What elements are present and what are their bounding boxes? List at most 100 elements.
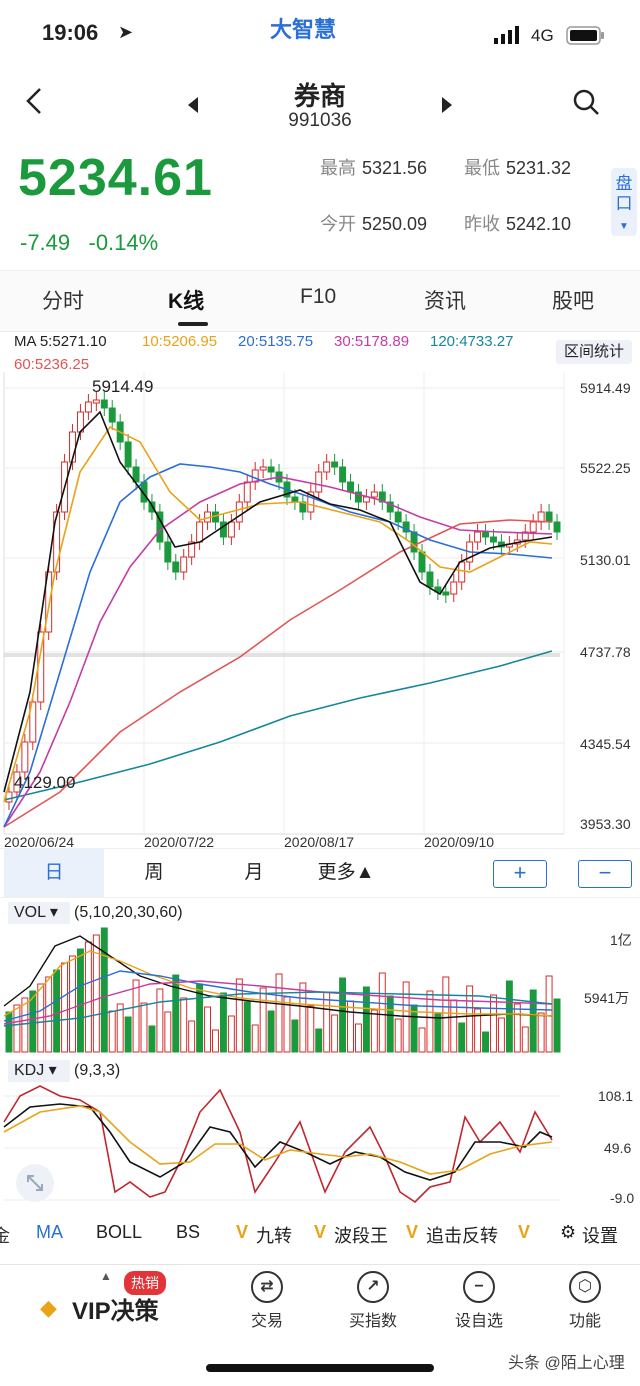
volume-bar — [100, 927, 108, 1053]
kdj-chart[interactable] — [0, 1082, 570, 1212]
volume-bar — [148, 1025, 156, 1053]
kdj-d-line — [3, 1105, 553, 1175]
vol-ma-line-2 — [3, 950, 553, 1017]
tab-fenshi[interactable]: 分时 — [42, 290, 84, 313]
vol-ma-line-1 — [3, 935, 553, 1019]
ma120-legend: 120:4733.27 — [430, 333, 514, 350]
nav-trade-label: 交易 — [250, 1313, 283, 1330]
volume-bar — [513, 1003, 521, 1053]
volume-bar — [490, 994, 497, 1053]
nav-functions-label: 功能 — [568, 1313, 601, 1330]
tab-f10[interactable]: F10 — [300, 285, 337, 308]
minus-circle-icon: − — [463, 1271, 495, 1303]
nav-add-watchlist[interactable]: − 设自选 — [426, 1271, 532, 1331]
zoom-in-button[interactable]: + — [493, 860, 547, 888]
zoom-out-button[interactable]: − — [578, 860, 632, 888]
candle — [100, 399, 108, 409]
candle — [29, 701, 37, 743]
kdj-y-label-1: 108.1 — [598, 1088, 634, 1104]
candle — [490, 536, 497, 543]
volume-bar — [204, 1006, 212, 1053]
prev-stock-icon[interactable] — [186, 96, 200, 119]
nav-buy-index[interactable]: ↗ 买指数 — [320, 1271, 426, 1331]
indicator-jiuzhuan[interactable]: 九转 — [256, 1226, 292, 1246]
tab-bar: 分时 K线 F10 资讯 股吧 — [0, 270, 640, 332]
indicator-boll[interactable]: BOLL — [96, 1222, 143, 1242]
low-stat: 最低 5231.32 — [464, 154, 571, 180]
indicator-bs[interactable]: BS — [176, 1222, 201, 1242]
ma10-legend: 10:5206.95 — [142, 333, 218, 350]
volume-chart[interactable] — [0, 926, 570, 1054]
candle — [529, 521, 537, 533]
candle — [394, 511, 402, 523]
tab-forum[interactable]: 股吧 — [552, 290, 594, 313]
candle — [521, 531, 529, 541]
expand-icon[interactable] — [16, 1164, 54, 1202]
kdj-y-label-3: -9.0 — [610, 1190, 635, 1206]
status-time: 19:06 — [42, 20, 99, 45]
vol-selector[interactable]: VOL ▾ — [8, 902, 70, 924]
tab-news[interactable]: 资讯 — [424, 290, 466, 313]
candle — [354, 491, 362, 503]
indicator-zhuiji[interactable]: 追击反转 — [426, 1226, 498, 1246]
caret-up-icon: ▲ — [100, 1269, 112, 1283]
pankou-button[interactable]: 盘口 ▼ — [611, 168, 637, 236]
kdj-selector[interactable]: KDJ ▾ — [8, 1060, 70, 1082]
volume-bar — [140, 1002, 148, 1053]
search-icon[interactable] — [572, 88, 600, 121]
volume-bar — [347, 1000, 354, 1053]
settings-label[interactable]: 设置 — [582, 1226, 618, 1246]
vol-y-label-1: 1亿 — [610, 932, 632, 948]
hot-badge: 热销 — [124, 1271, 166, 1295]
volume-bar — [212, 1029, 219, 1053]
low-value: 5231.32 — [506, 158, 572, 178]
home-indicator — [206, 1364, 434, 1372]
prev-close-value: 5242.10 — [506, 214, 572, 234]
high-label: 最高 — [320, 158, 356, 178]
period-bar: 日 周 月 更多▲ + − — [0, 848, 640, 898]
tab-kline[interactable]: K线 — [168, 290, 205, 313]
volume-bar — [537, 1012, 545, 1053]
volume-bar — [84, 941, 92, 1053]
candle — [92, 399, 100, 404]
price-band — [4, 653, 560, 657]
stock-code: 991036 — [288, 110, 352, 131]
network-type: 4G — [531, 26, 554, 45]
candle — [347, 481, 354, 493]
indicator-boduanwang[interactable]: 波段王 — [334, 1226, 388, 1246]
gear-icon[interactable]: ⚙ — [560, 1222, 577, 1242]
signal-icon — [494, 26, 522, 49]
volume-bar — [21, 997, 29, 1053]
volume-bar — [458, 1022, 466, 1053]
volume-bar — [267, 1010, 275, 1053]
volume-bar — [69, 955, 76, 1053]
candle — [219, 521, 227, 538]
period-month[interactable]: 月 — [244, 862, 264, 883]
candle — [482, 531, 490, 538]
indicator-ma[interactable]: MA — [36, 1222, 63, 1242]
next-stock-icon[interactable] — [440, 96, 454, 119]
vip-v-icon: V — [406, 1222, 419, 1242]
indicator-gold[interactable]: 金 — [0, 1226, 10, 1246]
y-label-6: 3953.30 — [580, 816, 631, 832]
nav-trade[interactable]: ⇄ 交易 — [214, 1271, 320, 1331]
cube-icon: ⬡ — [569, 1271, 601, 1303]
ma120-line — [3, 650, 553, 801]
volume-bar — [331, 1014, 339, 1053]
volume-bar — [466, 985, 474, 1053]
range-stats-button[interactable]: 区间统计 — [556, 340, 632, 364]
open-value: 5250.09 — [362, 214, 428, 234]
vip-decision-button[interactable]: VIP决策 — [72, 1298, 159, 1325]
period-day[interactable]: 日 — [4, 849, 104, 897]
max-price-label: 5914.49 — [92, 377, 153, 396]
candle — [378, 491, 386, 503]
period-more[interactable]: 更多▲ — [317, 862, 375, 883]
period-week[interactable]: 周 — [144, 862, 164, 883]
back-icon[interactable] — [24, 86, 44, 121]
nav-functions[interactable]: ⬡ 功能 — [532, 1271, 638, 1331]
kdj-k-line — [3, 1103, 553, 1181]
trend-icon: ↗ — [357, 1271, 389, 1303]
candle — [243, 481, 251, 503]
kline-chart[interactable]: 5914.49 4129.00 — [0, 372, 640, 848]
trade-icon: ⇄ — [251, 1271, 283, 1303]
